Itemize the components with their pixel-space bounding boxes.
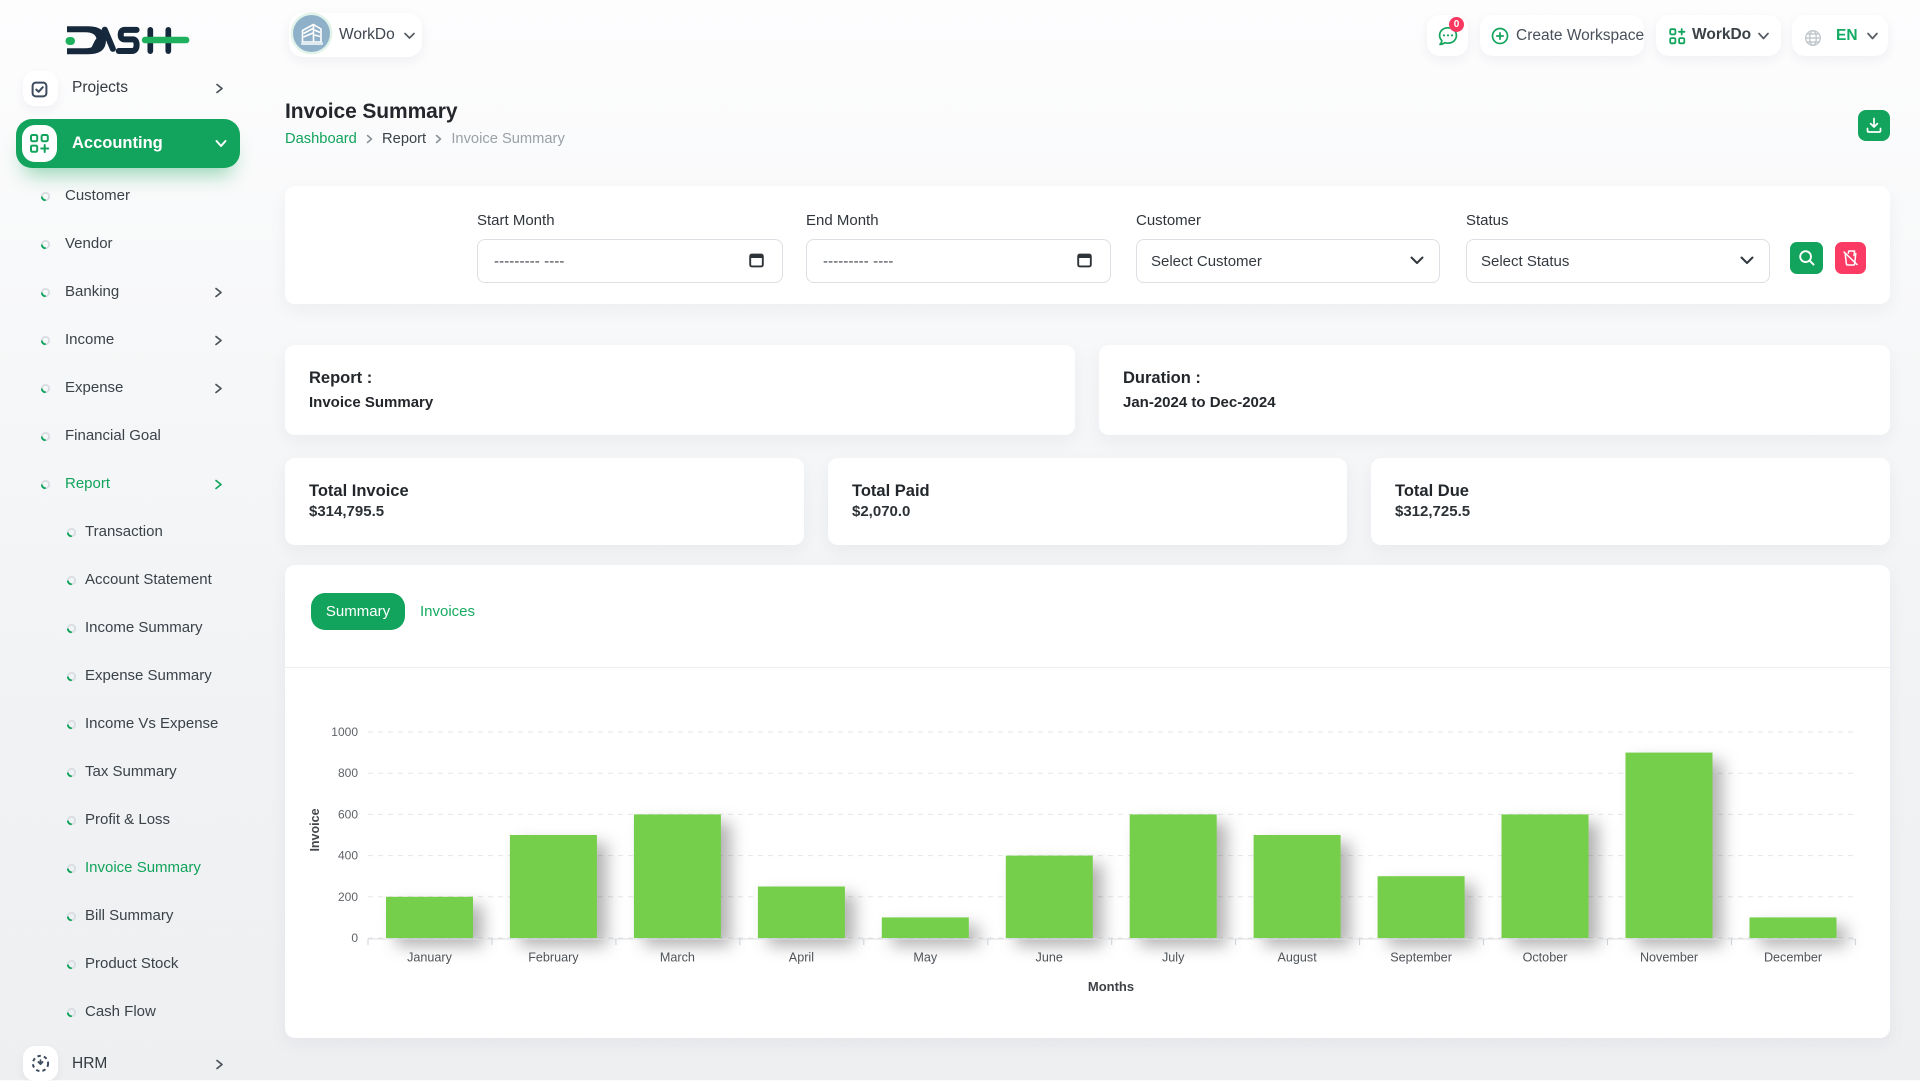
svg-text:Months: Months xyxy=(1088,979,1134,994)
svg-text:Invoice: Invoice xyxy=(308,808,322,851)
svg-text:January: January xyxy=(407,951,453,965)
svg-text:0: 0 xyxy=(351,931,358,945)
svg-text:800: 800 xyxy=(338,766,358,780)
svg-text:April: April xyxy=(789,951,814,965)
svg-text:November: November xyxy=(1640,951,1698,965)
svg-text:600: 600 xyxy=(338,807,358,821)
svg-text:400: 400 xyxy=(338,849,358,863)
svg-text:May: May xyxy=(913,951,937,965)
svg-text:June: June xyxy=(1036,951,1063,965)
svg-text:September: September xyxy=(1390,951,1452,965)
svg-text:July: July xyxy=(1162,951,1185,965)
svg-text:200: 200 xyxy=(338,890,358,904)
svg-text:December: December xyxy=(1764,951,1822,965)
svg-text:March: March xyxy=(660,951,695,965)
svg-text:1000: 1000 xyxy=(331,725,358,739)
svg-text:August: August xyxy=(1277,951,1317,965)
svg-text:February: February xyxy=(528,951,579,965)
svg-text:October: October xyxy=(1523,951,1568,965)
